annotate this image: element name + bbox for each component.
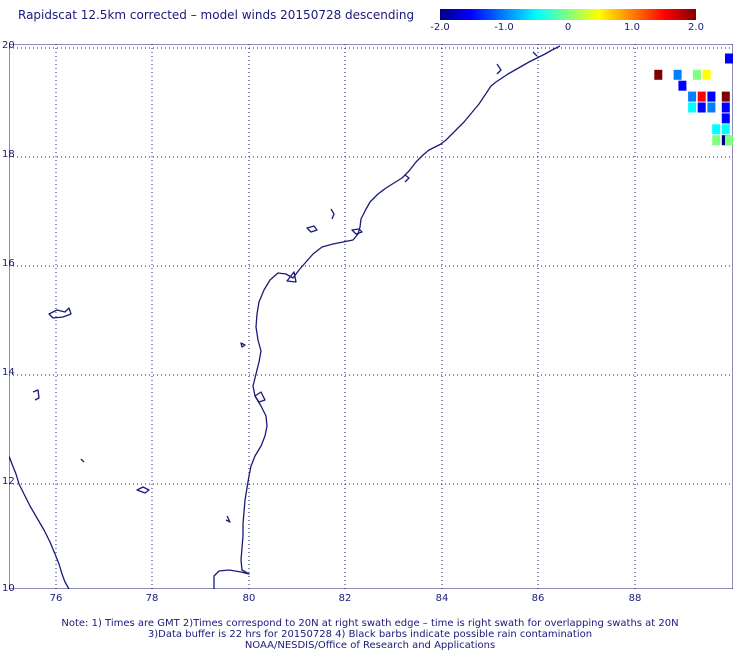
lon-label: 86 [531,593,545,604]
wind-cell [721,113,730,124]
wind-cell [697,102,706,113]
coast-islet [136,486,150,494]
coast-islet [240,342,246,348]
colorbar-tick: -1.0 [494,22,514,33]
footnote-line-3: NOAA/NESDIS/Office of Research and Appli… [244,640,496,651]
colorbar: -2.0 -1.0 0 1.0 2.0 [430,9,704,35]
lon-label: 80 [242,593,256,604]
coast-islet [225,515,231,523]
lon-label: 76 [49,593,63,604]
wind-cell [725,135,733,146]
lon-label: 82 [338,593,352,604]
coast-islet [351,228,363,235]
wind-cell [721,124,730,135]
wind-cell [712,135,721,146]
wind-cell [688,91,697,102]
lat-label: 14 [2,367,15,378]
lon-label: 78 [145,593,159,604]
wind-vector-cells [654,53,733,146]
colorbar-gradient [440,9,696,20]
graticule [9,44,733,589]
lat-label: 20 [2,40,15,51]
colorbar-tick: 1.0 [624,22,640,33]
lat-label: 10 [2,583,15,594]
coast-islet [80,458,85,463]
coast-islet [48,307,72,319]
lat-label: 12 [2,476,15,487]
wind-cell [702,69,711,80]
wind-cell [707,91,716,102]
wind-cell [712,124,721,135]
coast-islet [254,391,266,403]
coast-islet [330,208,335,220]
coast-islet [532,51,538,57]
lat-label: 16 [2,258,15,269]
map-title: Rapidscat 12.5km corrected – model winds… [18,8,415,22]
coast-islet [286,271,297,283]
coast-islet [32,389,40,401]
map-frame [9,44,733,589]
coast-islet [404,174,410,183]
wind-cell [673,69,682,80]
colorbar-tick: 0 [564,22,572,33]
coast-islet [306,225,318,233]
wind-cell [721,91,730,102]
wind-cell [725,53,733,64]
wind-cell [678,80,687,91]
coast-islet [496,63,502,75]
map-panel [9,44,733,589]
footnote-line-2: 3)Data buffer is 22 hrs for 20150728 4) … [147,629,593,640]
coastline [9,45,561,589]
wind-cell [654,69,663,80]
wind-cell [688,102,697,113]
lon-label: 84 [435,593,449,604]
west-coast-india [9,455,70,589]
lat-label: 18 [2,149,15,160]
wind-cell [721,102,730,113]
footnote-line-1: Note: 1) Times are GMT 2)Times correspon… [61,618,679,629]
wind-cell [707,102,716,113]
east-coast-india [213,45,561,589]
lon-label: 88 [628,593,642,604]
wind-cell [697,91,706,102]
colorbar-tick: -2.0 [430,22,450,33]
colorbar-tick: 2.0 [688,22,704,33]
wind-cell [692,69,701,80]
